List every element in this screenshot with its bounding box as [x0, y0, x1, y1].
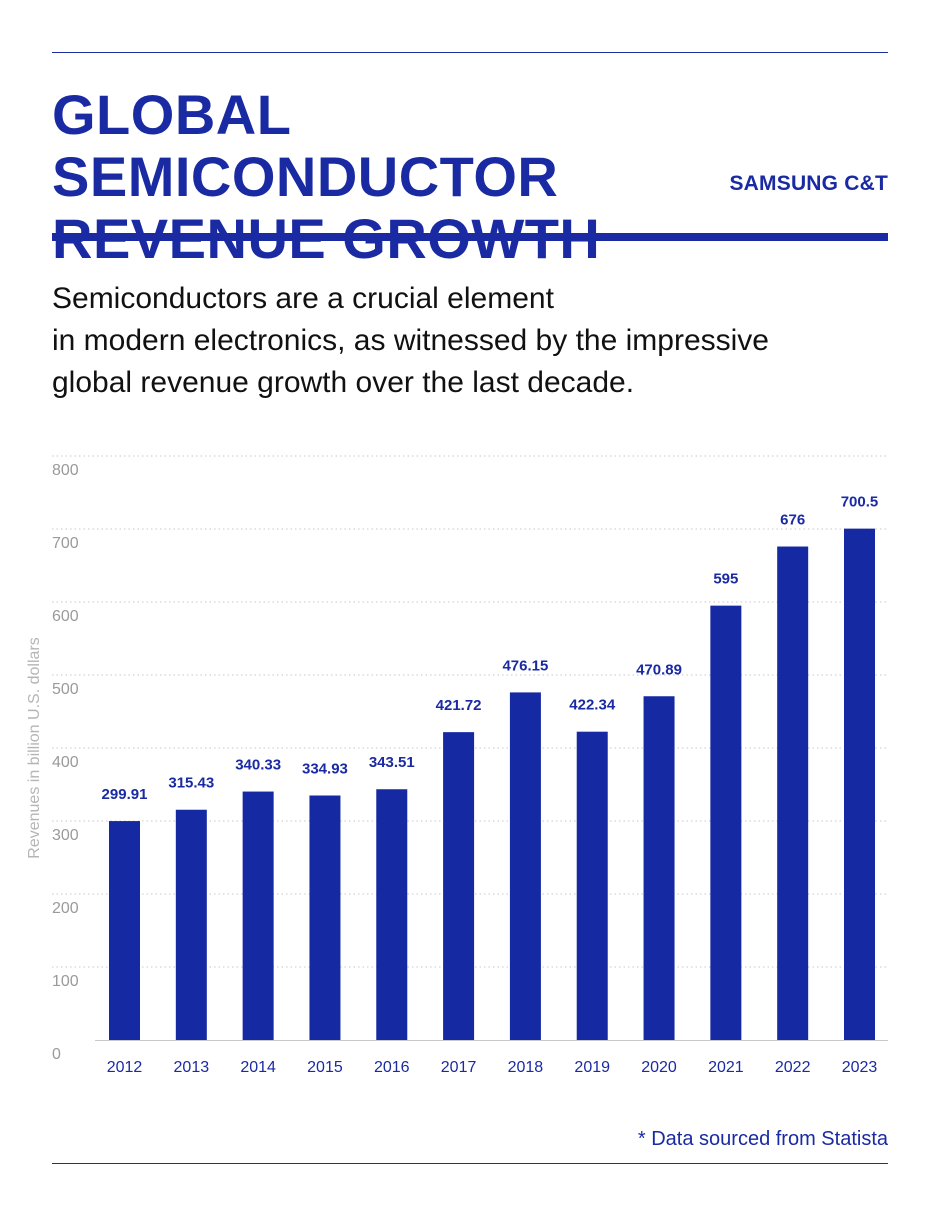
x-tick-label: 2020 [641, 1059, 677, 1076]
y-tick-label: 400 [52, 754, 79, 771]
bar-value-label: 421.72 [436, 697, 482, 714]
source-footnote: * Data sourced from Statista [637, 1128, 888, 1150]
bar [576, 731, 608, 1040]
y-tick-label: 700 [52, 535, 79, 552]
bar [509, 692, 541, 1040]
bar [443, 732, 475, 1040]
y-tick-label: 100 [52, 973, 79, 990]
value-labels: 299.91 315.43 340.33 334.93 343.51 421.72 476.… [102, 494, 879, 803]
x-axis-ticks: 2012 2013 2014 2015 2016 2017 2018 2019 2020 2021… [107, 1059, 878, 1076]
bars [109, 528, 875, 1040]
bar [844, 528, 875, 1040]
y-tick-label: 500 [52, 681, 79, 698]
bar [710, 605, 742, 1040]
bar-value-label: 676 [780, 512, 805, 529]
x-tick-label: 2021 [708, 1059, 744, 1076]
y-axis-label: Revenues in billion U.S. dollars [26, 637, 43, 858]
intro-line: Semiconductors are a crucial element [52, 282, 554, 315]
bar-value-label: 422.34 [569, 697, 616, 714]
x-tick-label: 2017 [441, 1059, 477, 1076]
y-tick-label: 0 [52, 1046, 61, 1063]
revenue-bar-chart: 0 100 200 300 400 500 600 700 800 299.91 315.43 34… [26, 455, 888, 1076]
bar-value-label: 476.15 [502, 657, 548, 674]
x-tick-label: 2014 [240, 1059, 276, 1076]
bar [109, 821, 140, 1040]
top-rule [52, 52, 888, 53]
bar-value-label: 299.91 [102, 786, 148, 803]
bar-value-label: 595 [713, 571, 738, 588]
bar-value-label: 470.89 [636, 661, 682, 678]
x-tick-label: 2013 [174, 1059, 210, 1076]
y-tick-label: 800 [52, 462, 79, 479]
bar-value-label: 340.33 [235, 757, 281, 774]
bar [309, 795, 341, 1040]
x-tick-label: 2015 [307, 1059, 343, 1076]
bottom-rule [52, 1163, 888, 1164]
x-tick-label: 2012 [107, 1059, 143, 1076]
x-tick-label: 2023 [842, 1059, 878, 1076]
intro-line: global revenue growth over the last deca… [52, 366, 635, 399]
bar-value-label: 700.5 [841, 494, 879, 511]
bar [175, 809, 207, 1040]
brand-logo-text: SAMSUNG C&T [729, 172, 888, 195]
bar-value-label: 315.43 [168, 775, 214, 792]
y-tick-label: 300 [52, 827, 79, 844]
intro-line: in modern electronics, as witnessed by t… [52, 324, 769, 357]
x-tick-label: 2016 [374, 1059, 410, 1076]
bar [777, 546, 809, 1040]
bar [376, 789, 408, 1040]
bar [643, 696, 675, 1040]
y-tick-label: 600 [52, 608, 79, 625]
x-tick-label: 2019 [574, 1059, 610, 1076]
page-title: GLOBAL SEMICONDUCTOR REVENUE GROWTH [52, 83, 601, 270]
bar [242, 791, 274, 1040]
bar-value-label: 334.93 [302, 761, 348, 778]
intro-text: Semiconductors are a crucial element in … [52, 278, 892, 404]
x-tick-label: 2022 [775, 1059, 811, 1076]
title-underline [52, 233, 888, 241]
y-axis-ticks: 0 100 200 300 400 500 600 700 800 [52, 462, 79, 1063]
x-tick-label: 2018 [508, 1059, 544, 1076]
bar-value-label: 343.51 [369, 754, 415, 771]
y-tick-label: 200 [52, 900, 79, 917]
